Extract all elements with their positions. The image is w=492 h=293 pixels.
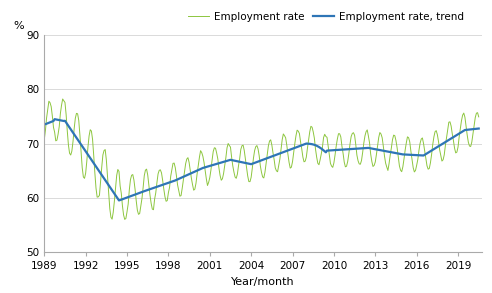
Line: Employment rate, trend: Employment rate, trend — [44, 119, 479, 200]
Employment rate — [238, 148, 244, 151]
Employment rate, trend — [476, 127, 482, 130]
Employment rate — [361, 142, 367, 145]
Employment rate, trend — [361, 146, 367, 150]
Employment rate — [476, 115, 482, 119]
X-axis label: Year/month: Year/month — [231, 277, 295, 287]
Employment rate — [41, 138, 47, 141]
Employment rate, trend — [160, 183, 166, 187]
Employment rate, trend — [116, 199, 122, 202]
Employment rate — [445, 127, 451, 131]
Employment rate — [122, 218, 128, 221]
Employment rate, trend — [61, 119, 67, 123]
Employment rate, trend — [41, 123, 47, 126]
Text: %: % — [14, 21, 24, 31]
Employment rate — [61, 99, 67, 103]
Employment rate, trend — [238, 160, 244, 164]
Employment rate, trend — [345, 147, 351, 151]
Legend: Employment rate, Employment rate, trend: Employment rate, Employment rate, trend — [184, 8, 468, 26]
Employment rate, trend — [445, 139, 451, 142]
Employment rate — [60, 97, 65, 101]
Employment rate — [160, 179, 166, 182]
Employment rate, trend — [52, 117, 58, 121]
Line: Employment rate: Employment rate — [44, 99, 479, 219]
Employment rate — [345, 160, 351, 163]
